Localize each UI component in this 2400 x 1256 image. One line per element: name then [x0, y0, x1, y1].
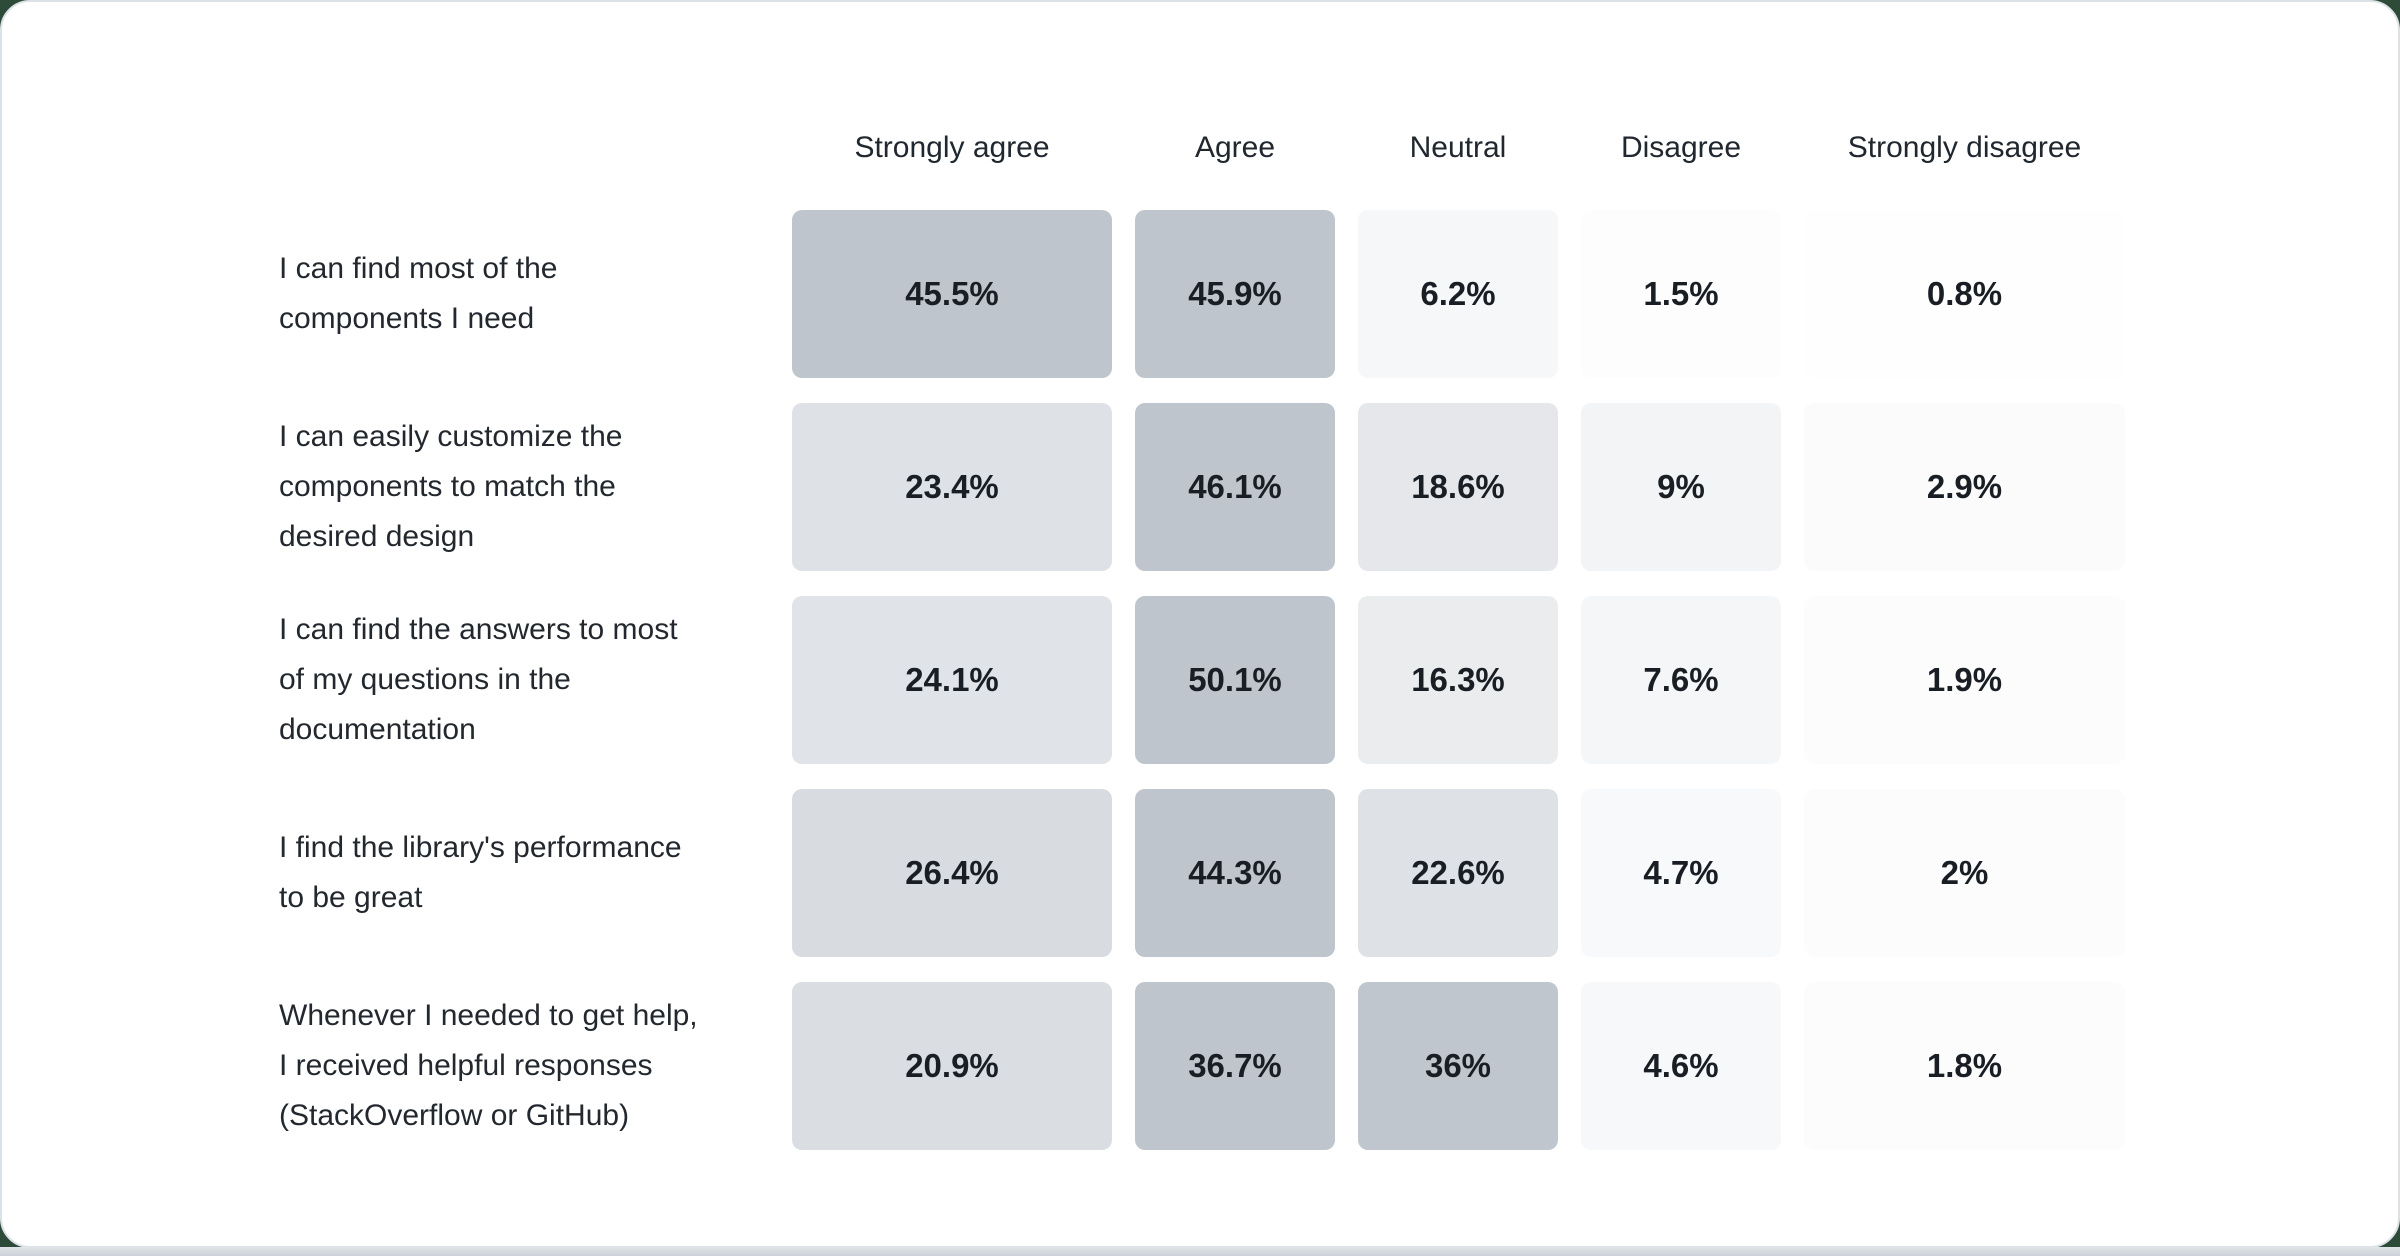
likert-heatmap-table: Strongly agree Agree Neutral Disagree Strong… — [279, 110, 2125, 1150]
heatmap-cell: 46.1% — [1135, 403, 1335, 571]
heatmap-cell: 4.7% — [1581, 789, 1781, 957]
heatmap-cell: 1.9% — [1926, 661, 2003, 698]
heatmap-cell: 45.9% — [1135, 210, 1335, 378]
heatmap-cell: 7.6% — [1581, 596, 1781, 764]
heatmap-cell: 36.7% — [1135, 982, 1335, 1150]
heatmap-cell: 1.8% — [1926, 1047, 2003, 1084]
heatmap-cell: 0.8% — [1926, 275, 2003, 312]
column-header-neutral: Neutral — [1409, 130, 1507, 164]
row-label: I can find most of the components I need — [279, 252, 558, 335]
heatmap-cell: 20.9% — [792, 982, 1112, 1150]
heatmap-cell: 45.5% — [792, 210, 1112, 378]
heatmap-cell: 6.2% — [1358, 210, 1558, 378]
heatmap-cell: 50.1% — [1135, 596, 1335, 764]
heatmap-cell: 18.6% — [1358, 403, 1558, 571]
table-corner-spacer — [279, 110, 769, 185]
row-label: I can find the answers to most of my que… — [279, 613, 678, 746]
heatmap-cell: 2.9% — [1926, 468, 2003, 505]
heatmap-cell: 24.1% — [792, 596, 1112, 764]
heatmap-cell: 1.5% — [1643, 275, 1719, 312]
heatmap-cell: 23.4% — [792, 403, 1112, 571]
heatmap-cell: 9% — [1581, 403, 1781, 571]
heatmap-cell: 4.6% — [1581, 982, 1781, 1150]
column-header-strongly-agree: Strongly agree — [854, 130, 1050, 164]
row-label: I can easily customize the components to… — [279, 420, 623, 553]
page-bottom-strip — [0, 1247, 2400, 1256]
heatmap-cell: 16.3% — [1358, 596, 1558, 764]
row-label: I find the library's performance to be g… — [279, 831, 682, 914]
column-header-disagree: Disagree — [1620, 130, 1742, 164]
row-label: Whenever I needed to get help, I receive… — [279, 999, 698, 1132]
heatmap-cell: 2% — [1940, 854, 1989, 891]
heatmap-cell: 26.4% — [792, 789, 1112, 957]
column-header-agree: Agree — [1194, 130, 1276, 164]
column-header-strongly-disagree: Strongly disagree — [1847, 130, 2082, 164]
heatmap-cell: 44.3% — [1135, 789, 1335, 957]
heatmap-cell: 22.6% — [1358, 789, 1558, 957]
heatmap-cell: 36% — [1358, 982, 1558, 1150]
